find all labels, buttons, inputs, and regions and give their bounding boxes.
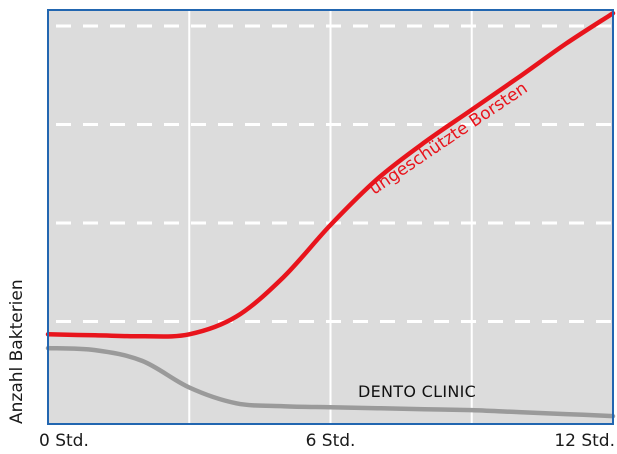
series-line-dento-clinic: [45, 345, 616, 419]
vertical-grid: [188, 10, 473, 424]
x-tick-labels: 0 Std. 6 Std. 12 Std.: [39, 431, 615, 451]
series-line-ungeschuetzte-borsten: [45, 10, 616, 339]
series-label-dento-clinic: DENTO CLINIC: [358, 382, 476, 401]
x-tick-label-1: 0 Std.: [39, 431, 89, 451]
x-tick-label-2: 6 Std.: [306, 431, 356, 451]
x-tick-label-3: 12 Std.: [554, 431, 615, 451]
plot-border: [47, 9, 614, 425]
horizontal-dashed-grid: [56, 24, 611, 323]
y-axis-label: Anzahl Bakterien: [7, 279, 27, 424]
